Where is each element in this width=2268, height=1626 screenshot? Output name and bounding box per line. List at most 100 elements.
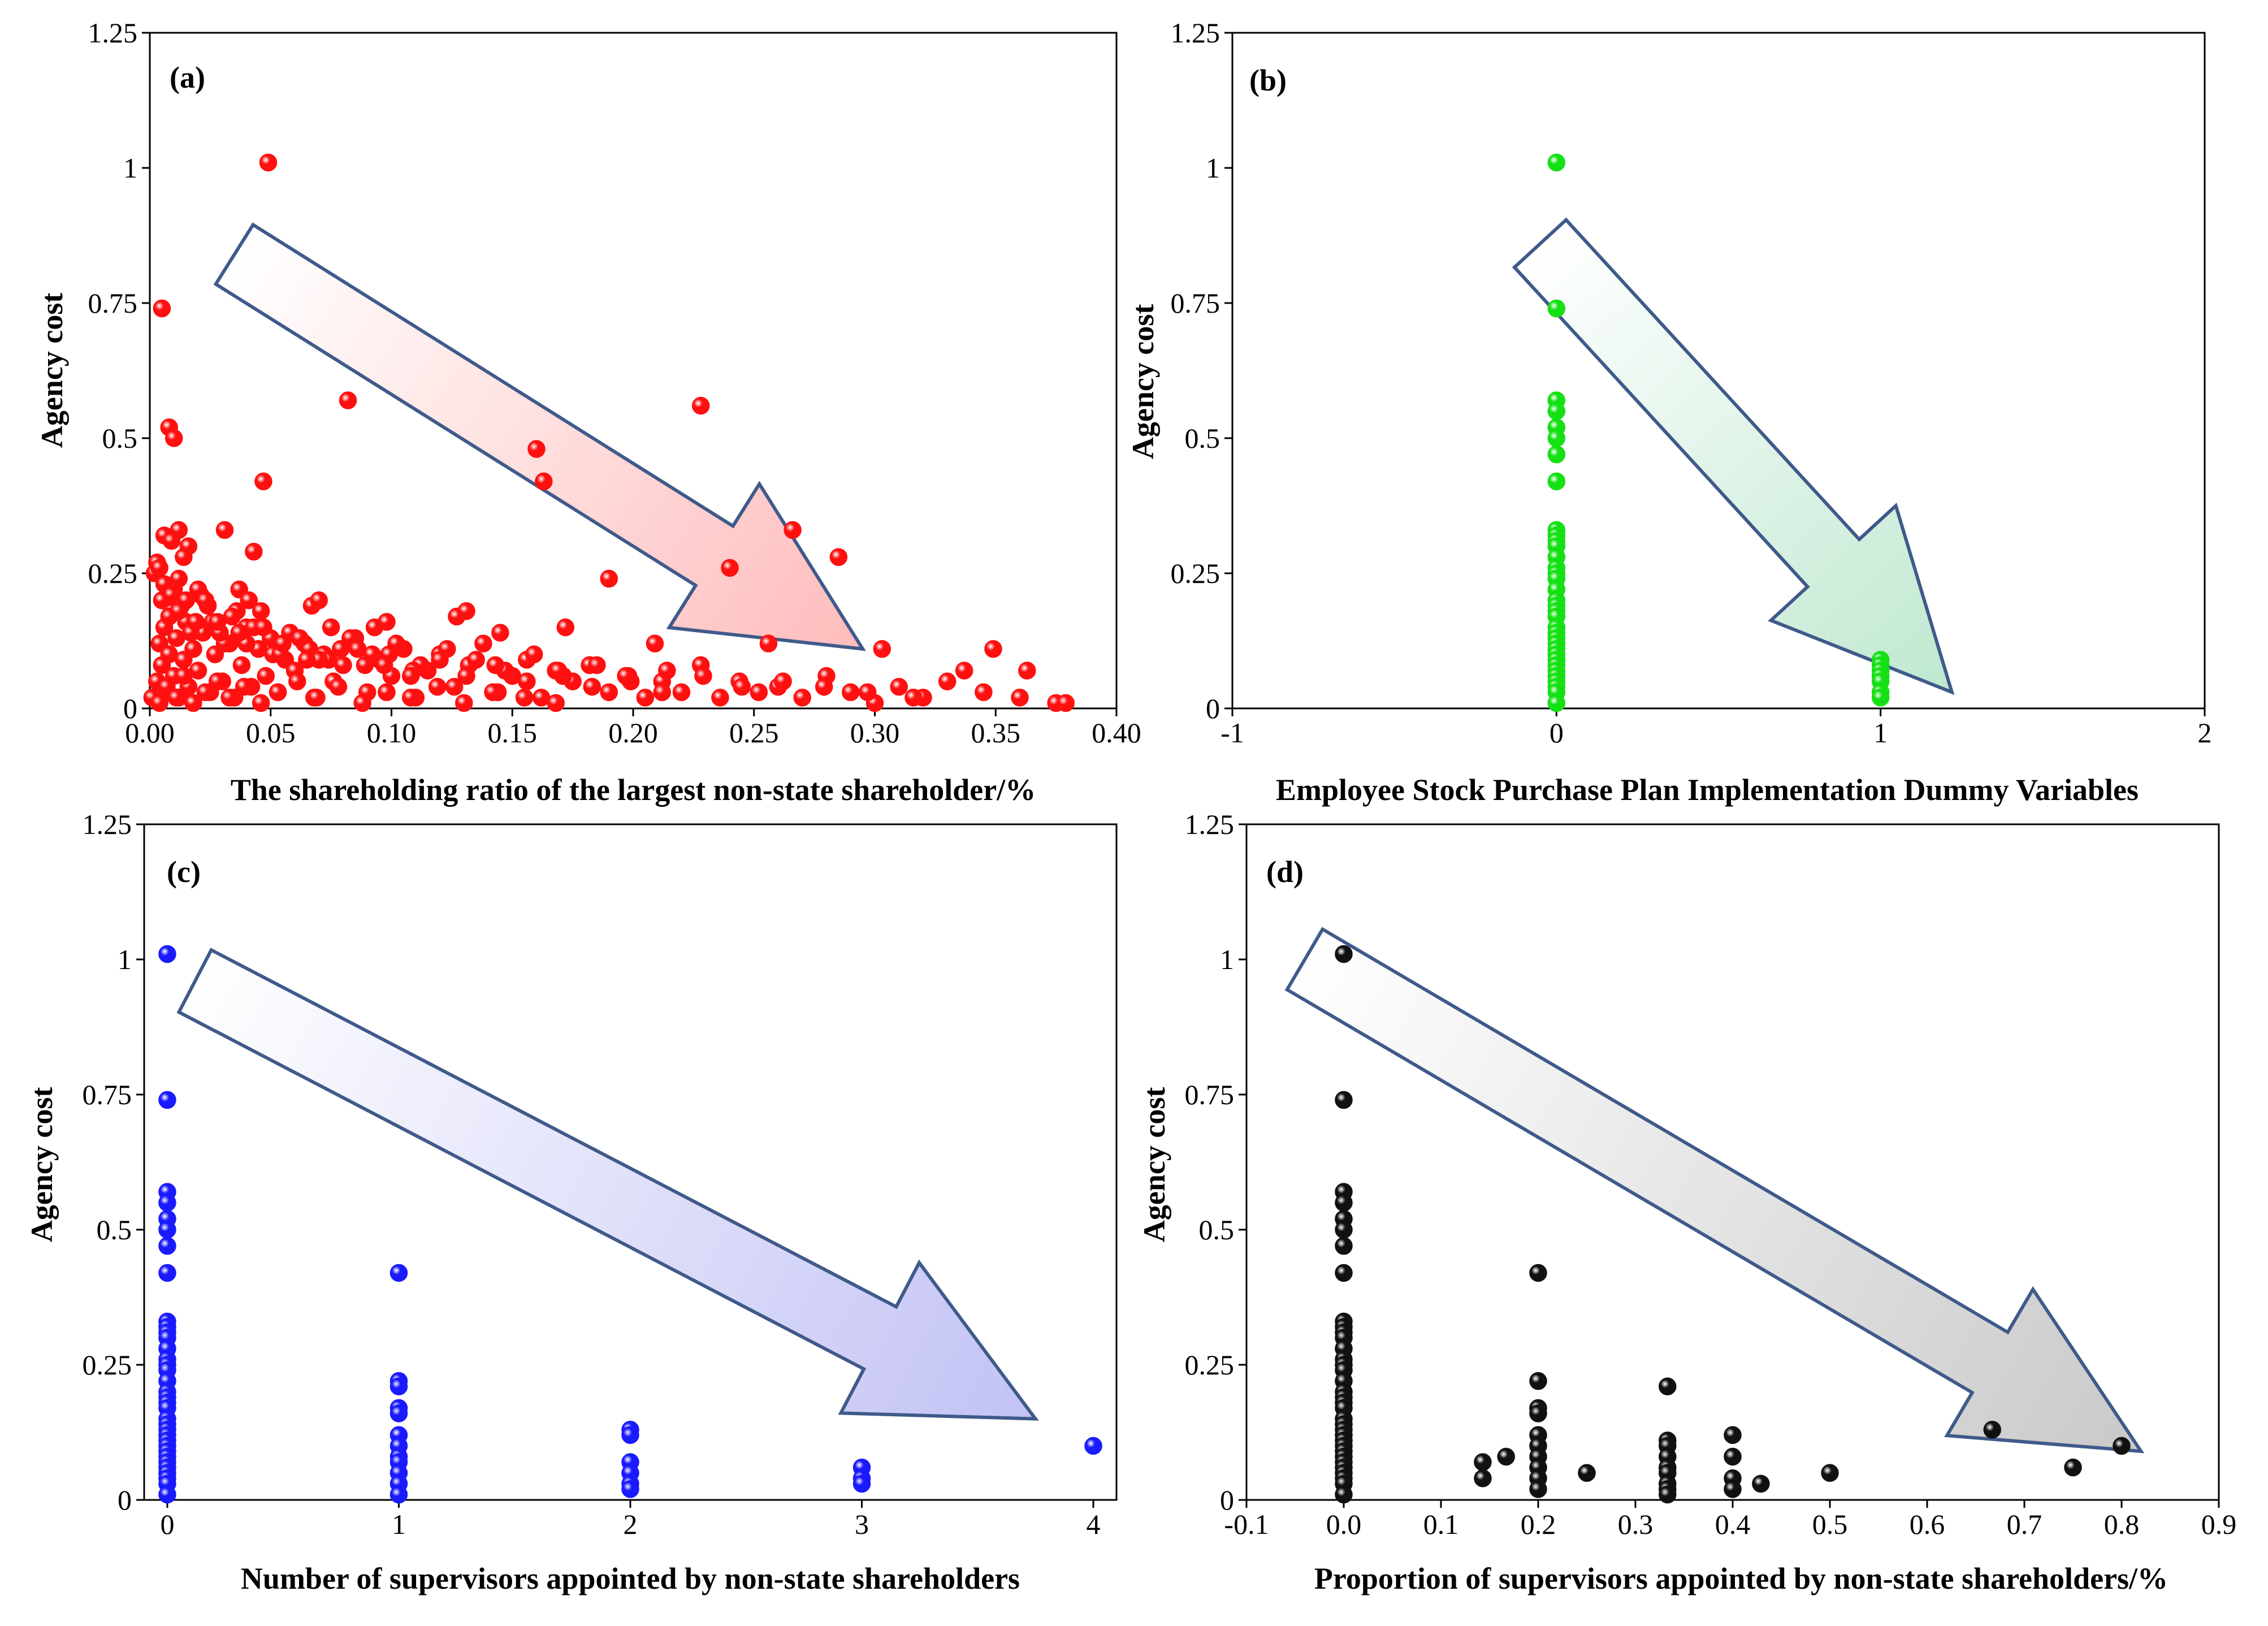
data-point: [389, 1264, 408, 1282]
data-point: [518, 672, 536, 690]
y-tick-label-c: 0.5: [97, 1214, 132, 1246]
data-point: [158, 1221, 176, 1239]
data-point: [1335, 1236, 1353, 1255]
x-tick-label-c: 2: [624, 1508, 638, 1540]
data-point: [291, 629, 309, 647]
data-point: [208, 672, 227, 690]
data-point: [254, 618, 272, 637]
data-point: [158, 1091, 176, 1109]
data-point: [348, 640, 367, 658]
data-point: [600, 683, 618, 702]
data-point: [1335, 1485, 1353, 1504]
x-tick-label-a: 0.40: [1092, 717, 1141, 749]
data-point: [467, 651, 485, 669]
y-tick-label-c: 1: [118, 944, 132, 975]
plot-frame-a: [149, 32, 1118, 710]
data-point: [721, 559, 739, 577]
data-point: [1529, 1372, 1547, 1390]
x-axis-title-b: Employee Stock Purchase Plan Implementat…: [1276, 773, 2139, 807]
x-tick-label-a: 0.35: [971, 717, 1021, 749]
y-tick-label-d: 0: [1220, 1484, 1234, 1516]
data-point: [259, 153, 278, 172]
data-point: [1547, 445, 1566, 464]
data-point: [196, 683, 215, 702]
data-points-b: [1547, 153, 1890, 712]
y-tick-label-d: 1.25: [1185, 808, 1235, 840]
data-point: [153, 299, 171, 318]
y-tick-label-c: 0.25: [83, 1349, 132, 1381]
data-point: [711, 689, 729, 707]
data-point: [1529, 1404, 1547, 1422]
data-point: [232, 656, 251, 674]
data-point: [484, 683, 502, 702]
data-point: [252, 602, 270, 620]
y-tick-label-d: 0.75: [1185, 1079, 1235, 1110]
y-tick-label-b: 0: [1206, 693, 1220, 724]
data-point: [288, 672, 306, 690]
data-point: [1547, 472, 1566, 491]
x-tick-label-a: 0.20: [608, 717, 658, 749]
y-tick-label-b: 1: [1206, 152, 1220, 184]
data-point: [873, 640, 891, 658]
y-tick-label-c: 0.75: [83, 1079, 132, 1110]
data-point: [322, 618, 340, 637]
data-point: [175, 667, 193, 685]
data-point: [1752, 1474, 1770, 1493]
data-point: [527, 440, 546, 458]
data-point: [208, 613, 227, 631]
y-tick-label-b: 0.5: [1185, 422, 1220, 454]
panel-c: (c) Number of supervisors appointed by n…: [25, 808, 1118, 1595]
data-point: [549, 661, 568, 680]
x-tick-label-b: -1: [1220, 717, 1244, 749]
y-tick-label-c: 1.25: [83, 808, 132, 840]
x-tick-label-d: 0.8: [2104, 1508, 2140, 1540]
x-axis-title-a: The shareholding ratio of the largest no…: [231, 773, 1036, 807]
data-point: [1983, 1420, 2001, 1439]
data-point: [339, 391, 357, 409]
y-axis-title-a: Agency cost: [35, 293, 69, 448]
trend-arrow-d: [1284, 927, 2145, 1454]
data-point: [158, 1485, 176, 1504]
data-point: [428, 678, 447, 696]
data-point: [1547, 694, 1566, 712]
data-point: [1474, 1453, 1492, 1471]
data-point: [230, 624, 248, 642]
data-point: [815, 678, 833, 696]
data-point: [474, 634, 492, 653]
data-point: [774, 672, 792, 690]
x-tick-label-d: 0.2: [1521, 1508, 1556, 1540]
y-tick-label-b: 1.25: [1171, 17, 1220, 49]
data-point: [1335, 1221, 1353, 1239]
y-tick-label-a: 1: [123, 152, 137, 184]
data-point: [984, 640, 1002, 658]
data-point: [784, 521, 802, 539]
data-point: [2064, 1458, 2082, 1477]
data-point: [196, 591, 215, 609]
data-point: [455, 694, 473, 712]
x-tick-label-d: 0.1: [1423, 1508, 1459, 1540]
data-point: [842, 683, 860, 702]
data-point: [401, 667, 420, 685]
data-point: [750, 683, 768, 702]
x-tick-label-c: 1: [392, 1508, 406, 1540]
y-tick-label-a: 0.5: [102, 422, 138, 454]
data-point: [184, 694, 202, 712]
data-point: [636, 689, 655, 707]
data-point: [257, 667, 275, 685]
y-axis-title-c: Agency cost: [25, 1087, 59, 1242]
data-point: [1547, 429, 1566, 447]
y-tick-label-d: 0.5: [1199, 1214, 1235, 1246]
x-tick-label-a: 0.25: [729, 717, 779, 749]
x-axis-title-c: Number of supervisors appointed by non-s…: [241, 1562, 1020, 1595]
x-tick-label-a: 0.00: [125, 717, 175, 749]
y-tick-label-a: 0.25: [88, 557, 138, 589]
data-point: [1547, 153, 1566, 172]
y-tick-label-b: 0.75: [1171, 287, 1220, 319]
data-point: [1011, 689, 1029, 707]
x-tick-label-d: 0.9: [2201, 1508, 2237, 1540]
data-point: [694, 667, 712, 685]
data-point: [583, 678, 601, 696]
data-point: [331, 640, 350, 658]
data-point: [1497, 1447, 1515, 1466]
x-tick-label-d: 0.5: [1812, 1508, 1848, 1540]
